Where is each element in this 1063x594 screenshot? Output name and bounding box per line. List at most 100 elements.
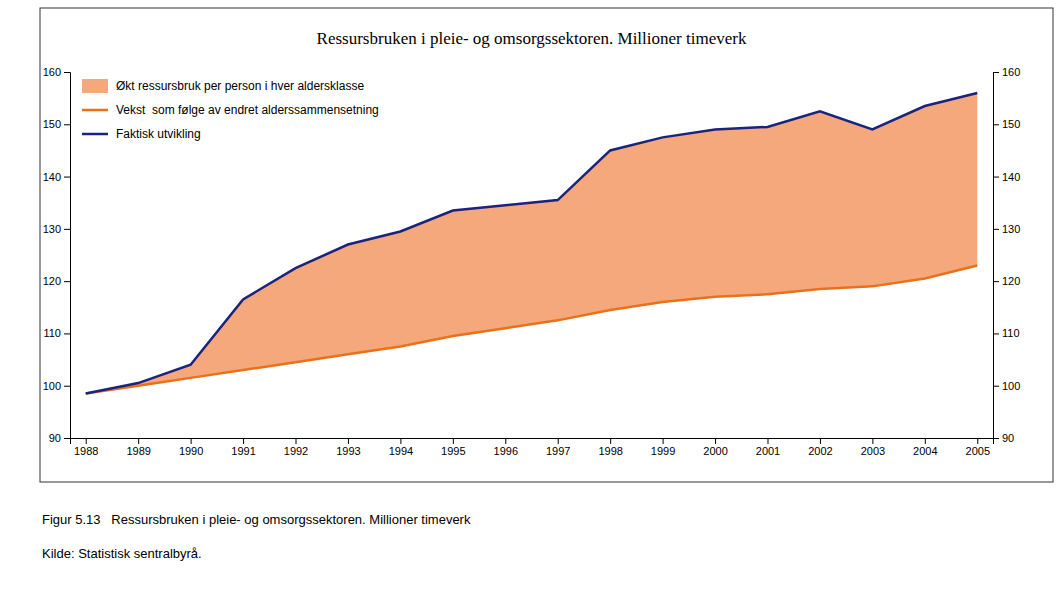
y2-tick-label: 120 (1002, 275, 1020, 287)
legend-item: Faktisk utvikling (82, 127, 201, 141)
y-tick: 100 (43, 380, 70, 392)
x-tick-label: 2005 (966, 445, 990, 457)
y-tick-label: 160 (43, 66, 61, 78)
title: Ressursbruken i pleie- og omsorgssektore… (317, 29, 747, 48)
area (86, 93, 978, 394)
x-tick-label: 1988 (74, 445, 98, 457)
y-tick-mark (64, 281, 70, 282)
x-tick-label: 2002 (808, 445, 832, 457)
y-tick: 160 (43, 66, 70, 78)
y-tick-mark (64, 177, 70, 178)
y2-tick: 120 (993, 275, 1020, 287)
x-tick: 1988 (74, 438, 98, 457)
x-tick-mark (715, 438, 716, 444)
x-tick-mark (453, 438, 454, 444)
y2-tick-label: 90 (1002, 432, 1014, 444)
x-tick-mark (400, 438, 401, 444)
x-tick-label: 1990 (179, 445, 203, 457)
x-tick: 2001 (756, 438, 780, 457)
y2-tick-mark (993, 281, 999, 282)
y2-tick-label: 140 (1002, 171, 1020, 183)
x-tick-label: 1989 (126, 445, 150, 457)
x-tick: 1991 (231, 438, 255, 457)
x-tick-mark (86, 438, 87, 444)
y2-tick-mark (993, 386, 999, 387)
y2-tick-mark (993, 124, 999, 125)
x-tick-mark (138, 438, 139, 444)
y2-tick-label: 110 (1002, 327, 1020, 339)
y-axis-line (64, 73, 71, 439)
x-tick-mark (610, 438, 611, 444)
x-tick: 1998 (598, 438, 622, 457)
x-tick-label: 1993 (336, 445, 360, 457)
y2-tick: 100 (993, 380, 1020, 392)
y-tick-mark (64, 229, 70, 230)
x-tick-mark (243, 438, 244, 444)
y-axis: 90 100 110 120 130 140 150 160 (43, 66, 71, 444)
x-tick: 2004 (913, 438, 937, 457)
y-tick: 120 (43, 275, 70, 287)
line (86, 93, 978, 394)
y2-tick: 90 (993, 432, 1014, 444)
legend-swatch (82, 79, 108, 93)
y-tick-mark (64, 438, 70, 439)
y2-tick: 140 (993, 171, 1020, 183)
y-tick-label: 110 (43, 327, 61, 339)
marks (86, 93, 978, 394)
legend-swatch (82, 109, 108, 112)
x-tick: 1993 (336, 438, 360, 457)
x-tick: 2000 (703, 438, 727, 457)
y-tick-label: 140 (43, 171, 61, 183)
x-tick-label: 2003 (861, 445, 885, 457)
y-tick-mark (64, 386, 70, 387)
y2-tick: 130 (993, 223, 1020, 235)
x-tick-label: 1996 (494, 445, 518, 457)
y2-axis-line (994, 73, 1000, 439)
y2-tick-label: 130 (1002, 223, 1020, 235)
legend-swatch (82, 133, 108, 136)
legend-item: Vekst som følge av endret alderssammense… (82, 103, 379, 117)
y2-tick-mark (993, 333, 999, 334)
chart: Ressursbruken i pleie- og omsorgssektore… (0, 0, 1063, 594)
x-tick: 1992 (284, 438, 308, 457)
y-tick: 110 (43, 327, 70, 339)
legend-label: Vekst som følge av endret alderssammense… (116, 103, 379, 117)
y2-tick-mark (993, 72, 999, 73)
legend-item: Økt ressursbruk per person i hver alders… (82, 79, 364, 93)
x-tick: 1999 (651, 438, 675, 457)
x-tick-mark (663, 438, 664, 444)
legend-label: Økt ressursbruk per person i hver alders… (116, 79, 364, 93)
x-tick-mark (820, 438, 821, 444)
x-tick: 2002 (808, 438, 832, 457)
x-tick-mark (191, 438, 192, 444)
x-tick-mark (348, 438, 349, 444)
x-axis-line (71, 439, 994, 445)
x-tick-mark (767, 438, 768, 444)
x-tick-label: 1991 (231, 445, 255, 457)
x-tick: 1989 (126, 438, 150, 457)
caption: Figur 5.13 Ressursbruken i pleie- og oms… (42, 512, 471, 527)
x-tick-label: 1995 (441, 445, 465, 457)
legend-label: Faktisk utvikling (116, 127, 201, 141)
y2-tick: 110 (993, 327, 1020, 339)
y-tick: 130 (43, 223, 70, 235)
x-tick-label: 1998 (598, 445, 622, 457)
y2-tick-label: 100 (1002, 380, 1020, 392)
y-tick: 150 (43, 118, 70, 130)
y-tick: 140 (43, 171, 70, 183)
y-tick-mark (64, 72, 70, 73)
x-tick-label: 1997 (546, 445, 570, 457)
y2-tick: 150 (993, 118, 1020, 130)
y2-tick-mark (993, 177, 999, 178)
x-tick-mark (925, 438, 926, 444)
y-tick-mark (64, 124, 70, 125)
x-tick-mark (505, 438, 506, 444)
x-tick-label: 1999 (651, 445, 675, 457)
y-tick: 90 (49, 432, 70, 444)
x-tick-label: 2000 (703, 445, 727, 457)
legend: Økt ressursbruk per person i hver alders… (82, 79, 379, 141)
caption: Kilde: Statistisk sentralbyrå. (42, 546, 202, 561)
x-tick-label: 1994 (389, 445, 413, 457)
y2-tick-label: 160 (1002, 66, 1020, 78)
x-tick-mark (872, 438, 873, 444)
